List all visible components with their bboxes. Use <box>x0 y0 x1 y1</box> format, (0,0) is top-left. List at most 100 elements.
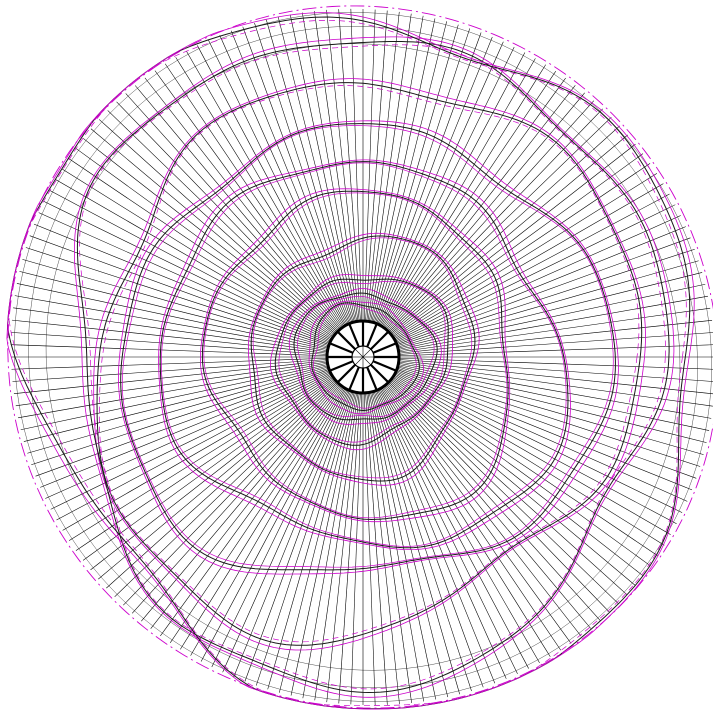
cross-tick <box>673 511 680 523</box>
cross-tick <box>90 540 98 551</box>
spoke <box>397 365 707 443</box>
hub-spoke <box>329 342 354 354</box>
cross-tick <box>62 237 68 248</box>
spoke <box>384 385 582 637</box>
cross-tick <box>423 695 436 699</box>
cross-tick <box>147 580 156 588</box>
cross-tick <box>219 651 230 657</box>
cross-tick <box>427 52 439 56</box>
cross-tick <box>672 206 678 218</box>
spoke <box>387 382 610 613</box>
spoke <box>391 143 636 336</box>
spoke <box>38 212 331 343</box>
cross-tick <box>143 618 153 627</box>
spoke <box>200 388 347 662</box>
spoke <box>373 391 472 692</box>
spoke <box>381 64 546 327</box>
hub-spoke <box>372 360 397 372</box>
cross-tick <box>71 538 79 549</box>
cross-tick <box>670 483 676 495</box>
cross-tick <box>20 272 24 285</box>
contour-line-magenta <box>8 19 687 707</box>
cross-tick <box>275 50 287 54</box>
cross-tick <box>540 635 551 642</box>
cross-tick <box>479 35 492 41</box>
cross-tick <box>195 60 206 67</box>
cross-tick <box>134 610 144 619</box>
hub-spoke <box>336 364 356 384</box>
cross-tick <box>428 662 440 666</box>
spoke <box>98 379 336 580</box>
spoke <box>82 138 335 336</box>
cross-tick <box>45 356 47 369</box>
spoke <box>55 179 332 340</box>
cross-tick <box>68 464 73 475</box>
hub-inner-spoke <box>355 349 364 358</box>
hub-spoke <box>329 360 354 372</box>
cross-tick <box>350 700 364 702</box>
spoke <box>381 387 551 657</box>
spoke <box>370 392 437 700</box>
cross-tick <box>475 48 486 54</box>
cross-tick <box>662 455 667 467</box>
cross-tick <box>38 474 44 487</box>
spoke <box>10 344 328 357</box>
cross-tick <box>628 163 636 174</box>
cross-tick <box>499 77 509 84</box>
spoke <box>50 372 331 510</box>
cross-tick <box>283 675 295 679</box>
cross-tick <box>15 381 18 394</box>
cross-tick <box>48 389 51 401</box>
cross-tick <box>205 55 217 62</box>
cross-tick <box>53 507 60 519</box>
cross-tick <box>303 694 316 698</box>
cross-tick <box>237 43 249 48</box>
spoke <box>397 272 703 349</box>
contour-line-magenta <box>117 120 619 575</box>
cross-tick <box>40 437 45 449</box>
cross-tick <box>86 503 93 514</box>
cross-tick <box>579 607 589 616</box>
spoke <box>31 367 329 466</box>
cross-tick <box>108 585 118 595</box>
cross-tick <box>701 284 705 297</box>
cross-tick <box>290 15 303 19</box>
spoke <box>255 391 353 686</box>
hub-inner-spoke <box>362 356 371 365</box>
spoke <box>219 35 349 325</box>
cross-tick <box>395 668 407 670</box>
spoke <box>383 77 566 329</box>
cross-tick <box>248 39 260 44</box>
cross-tick <box>246 644 257 650</box>
cross-tick <box>266 652 278 657</box>
cross-tick <box>536 99 546 107</box>
cross-tick <box>687 238 692 251</box>
spoke <box>350 8 363 322</box>
cross-tick <box>453 41 465 46</box>
spoke <box>49 190 332 341</box>
cross-tick <box>14 320 16 333</box>
spoke <box>326 9 360 322</box>
cross-tick <box>54 422 58 434</box>
cross-tick <box>655 515 662 526</box>
cross-tick <box>36 264 40 276</box>
cross-tick <box>493 675 505 681</box>
cross-tick <box>317 682 329 686</box>
cross-tick <box>135 592 144 601</box>
cross-tick <box>676 401 679 413</box>
cross-tick <box>386 13 399 16</box>
cross-tick <box>177 54 189 61</box>
spoke <box>22 259 329 348</box>
cross-tick <box>443 677 455 681</box>
cross-tick <box>515 665 528 671</box>
cross-tick <box>70 216 76 228</box>
cross-tick <box>104 160 112 170</box>
cross-tick <box>578 133 587 142</box>
spoke <box>392 376 658 556</box>
cross-tick <box>606 137 615 147</box>
cross-tick <box>689 426 692 439</box>
spoke <box>116 101 339 332</box>
cross-tick <box>647 553 655 564</box>
spoke <box>396 370 693 491</box>
cross-tick <box>582 113 591 122</box>
